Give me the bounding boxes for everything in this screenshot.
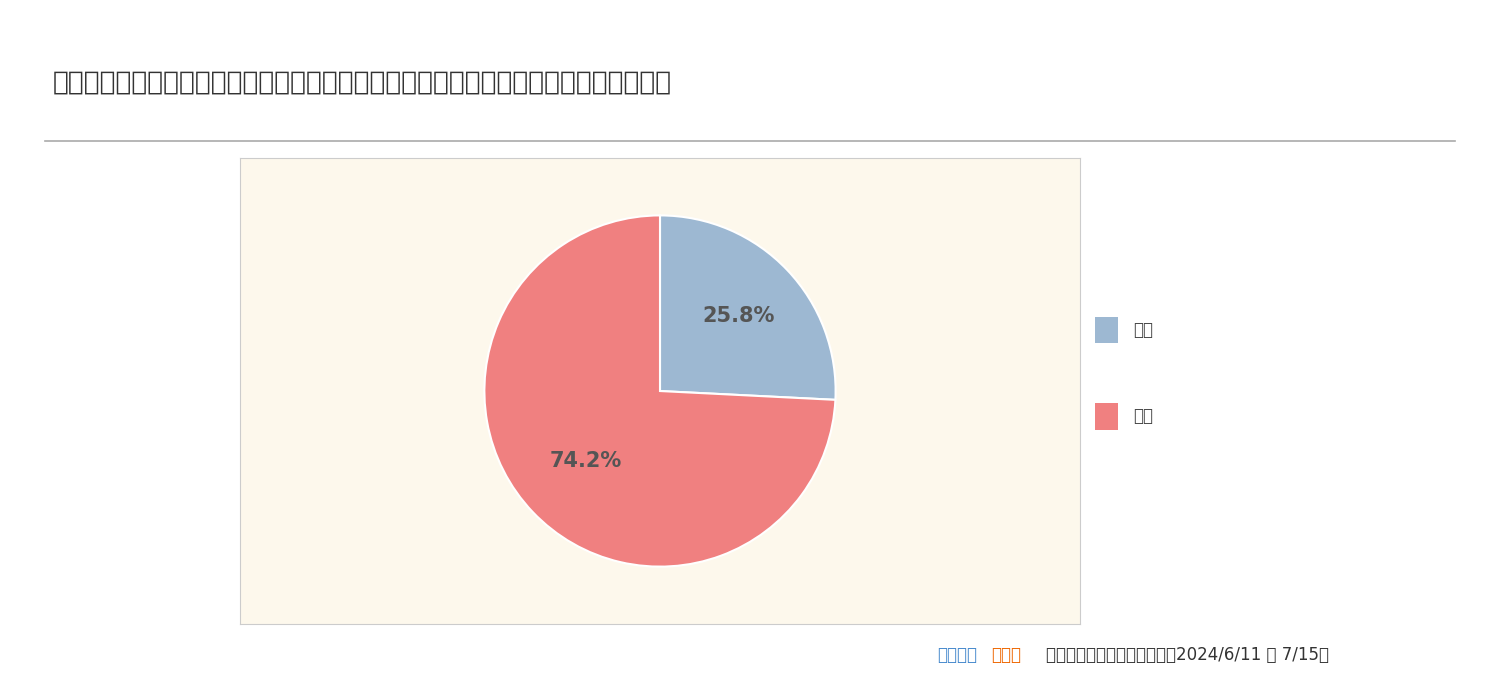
- Text: ある: ある: [1132, 321, 1154, 339]
- Wedge shape: [660, 215, 836, 400]
- Text: キッズ: キッズ: [992, 646, 1022, 664]
- Bar: [1095, 316, 1119, 343]
- Text: 調べ（アンケート実施期間：2024/6/11 〜 7/15）: 調べ（アンケート実施期間：2024/6/11 〜 7/15）: [1046, 646, 1329, 664]
- Text: 小中学生グラフ: 小中学生グラフ: [616, 123, 704, 144]
- Text: 74.2%: 74.2%: [550, 451, 622, 471]
- Bar: [1095, 403, 1119, 429]
- Text: ニフティ: ニフティ: [938, 646, 978, 664]
- Text: 25.8%: 25.8%: [702, 306, 776, 326]
- Wedge shape: [484, 215, 836, 567]
- Text: 【ネッ友がいる人へ】ネッ友と関わることでいやな思いや怖い思いをしたことはある？: 【ネッ友がいる人へ】ネッ友と関わることでいやな思いや怖い思いをしたことはある？: [53, 69, 672, 95]
- Text: ない: ない: [1132, 407, 1154, 425]
